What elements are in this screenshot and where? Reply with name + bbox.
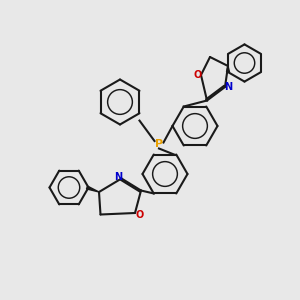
Text: N: N — [224, 82, 232, 92]
Text: P: P — [155, 139, 163, 149]
Text: N: N — [114, 172, 122, 182]
Text: O: O — [194, 70, 202, 80]
Text: O: O — [135, 209, 144, 220]
Polygon shape — [86, 186, 99, 192]
Polygon shape — [226, 66, 230, 72]
